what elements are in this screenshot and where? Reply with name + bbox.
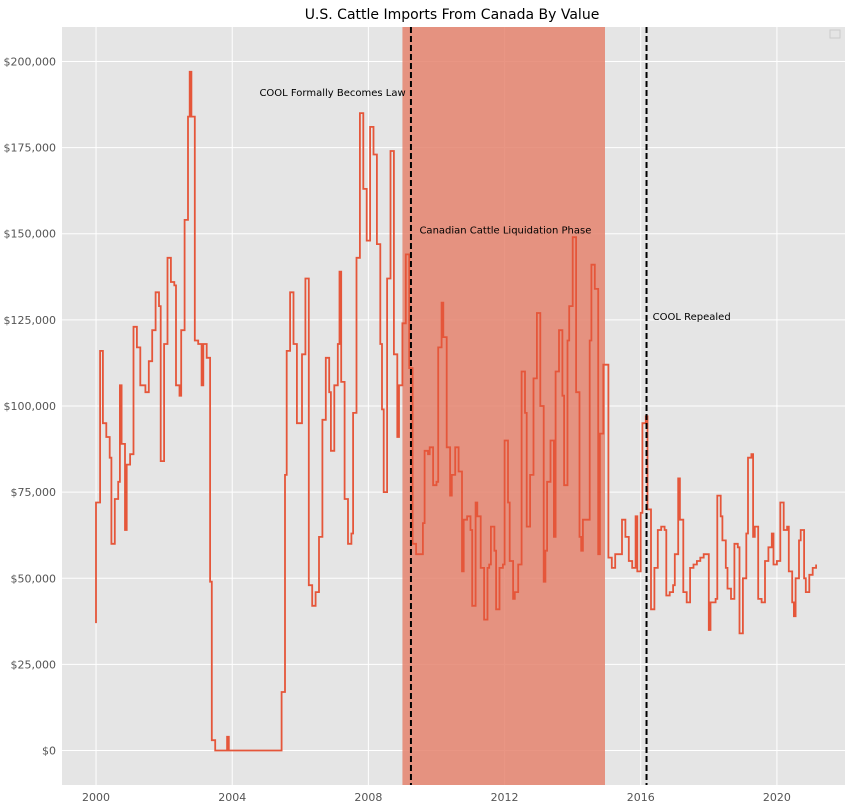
x-tick-label: 2016	[627, 791, 655, 804]
x-tick-label: 2020	[763, 791, 791, 804]
y-tick-label: $150,000	[4, 228, 57, 241]
vline-label: COOL Repealed	[653, 312, 731, 323]
y-tick-label: $25,000	[11, 658, 57, 671]
series-group	[95, 70, 817, 752]
y-tick-label: $75,000	[11, 486, 57, 499]
y-tick-label: $125,000	[4, 314, 57, 327]
shaded-region-rect	[402, 27, 605, 785]
series-line	[95, 70, 817, 752]
shaded-region	[402, 27, 605, 785]
y-tick-label: $100,000	[4, 400, 57, 413]
x-tick-label: 2012	[491, 791, 519, 804]
vline-label: COOL Formally Becomes Law	[259, 88, 405, 99]
legend-box	[829, 29, 841, 39]
x-tick-label: 2008	[354, 791, 382, 804]
y-tick-label: $0	[42, 745, 56, 758]
shaded-region-label: Canadian Cattle Liquidation Phase	[419, 226, 591, 237]
x-tick-label: 2000	[82, 791, 110, 804]
vline-group	[409, 27, 648, 785]
y-axis: $0 $25,000 $50,000 $75,000 $100,000 $125,000 $…	[4, 55, 57, 757]
y-tick-label: $50,000	[11, 572, 57, 585]
y-tick-label: $200,000	[4, 55, 57, 68]
y-tick-label: $175,000	[4, 142, 57, 155]
x-axis: 2000 2004 2008 2012 2016 2020	[82, 791, 791, 804]
x-tick-label: 2004	[218, 791, 246, 804]
chart-title: U.S. Cattle Imports From Canada By Value	[305, 7, 600, 23]
annotation-group: COOL Formally Becomes Law COOL Repealed Ca…	[259, 88, 730, 323]
